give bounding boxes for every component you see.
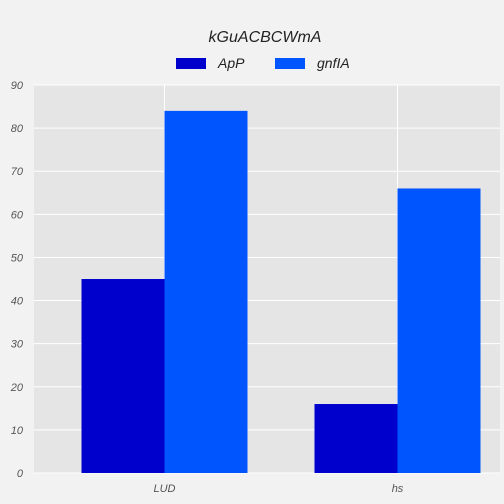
bars [81,110,481,473]
y-tick-label: 80 [11,123,24,135]
y-tick-label: 40 [11,296,24,308]
y-tick-label: 90 [11,80,24,92]
legend: ApP gnfIA [176,55,350,71]
chart-title: kGuACBCWmA [209,29,322,46]
legend-swatch-2 [275,58,305,69]
x-axis-ticks: LUD hs [153,483,403,495]
legend-label-1: ApP [217,55,245,71]
y-tick-label: 0 [17,468,24,480]
y-axis-ticks: 0 10 20 30 40 50 60 70 80 90 [10,80,24,480]
bar-ApP-LUD [81,279,165,473]
y-tick-label: 20 [10,382,24,394]
x-tick-label: LUD [153,483,175,495]
legend-item-2: gnfIA [275,55,350,71]
y-tick-label: 60 [11,209,24,221]
y-tick-label: 70 [11,166,24,178]
bar-gnfIA-hs [397,188,481,473]
y-tick-label: 30 [11,339,24,351]
y-tick-label: 10 [11,425,24,437]
bar-ApP-hs [314,404,398,473]
y-tick-label: 50 [11,252,24,264]
legend-item-1: ApP [176,55,245,71]
bar-gnfIA-LUD [164,110,248,473]
x-tick-label: hs [392,483,404,495]
legend-swatch-1 [176,58,206,69]
legend-label-2: gnfIA [317,55,350,71]
